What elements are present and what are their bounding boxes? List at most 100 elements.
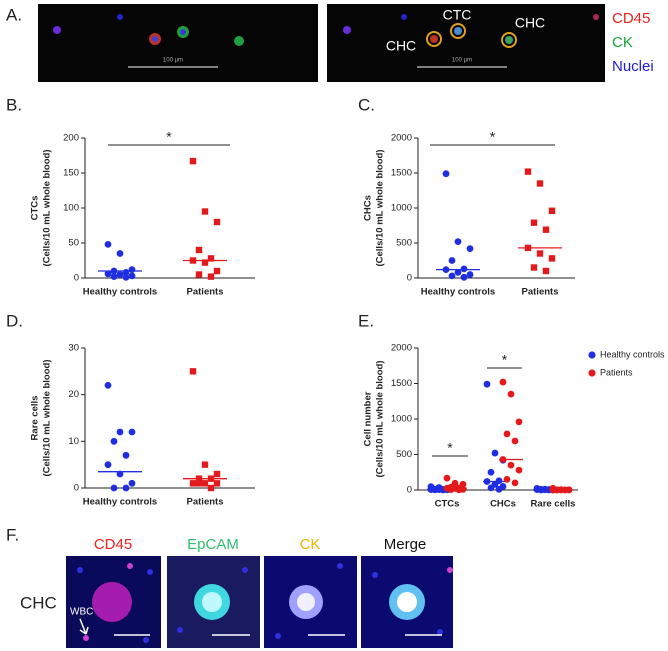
micrograph: [38, 4, 318, 82]
data-point: [507, 461, 515, 469]
data-point: [189, 368, 197, 375]
data-point: [536, 250, 544, 257]
data-point: [454, 269, 462, 276]
y-tick-label: 500: [396, 449, 412, 460]
scale-label: 100 µm: [163, 58, 183, 64]
data-point: [116, 428, 124, 436]
arrow: [79, 618, 89, 635]
y-tick-label: 1000: [391, 414, 412, 425]
data-point: [548, 207, 556, 214]
y-tick-label: 200: [63, 133, 79, 144]
panel-label: A.: [6, 5, 22, 24]
channel-label: CD45: [94, 536, 132, 553]
channel-label: CD45: [612, 10, 650, 27]
data-point: [466, 245, 474, 253]
y-axis-label: (Cells/10 mL whole blood): [375, 149, 386, 266]
data-point: [511, 479, 519, 487]
data-point: [542, 267, 550, 275]
data-point: [460, 265, 468, 273]
y-tick-label: 0: [407, 485, 412, 496]
data-point: [507, 390, 515, 398]
data-point: [503, 475, 511, 483]
data-point: [536, 180, 544, 187]
data-point: [503, 430, 511, 438]
y-axis-label: CHCs: [363, 195, 374, 221]
data-point: [207, 484, 215, 492]
micrograph: [327, 4, 605, 82]
data-point: [195, 246, 203, 254]
x-tick-label: Patients: [522, 287, 559, 298]
data-point: [491, 449, 499, 457]
channel-label: Nuclei: [612, 58, 654, 75]
micrographs: [66, 556, 453, 648]
data-point: [201, 208, 209, 215]
data-point: [524, 168, 532, 175]
data-point: [542, 226, 550, 233]
significance-label: *: [447, 440, 453, 456]
data-point: [548, 255, 556, 262]
x-tick-label: Rare cells: [531, 499, 576, 510]
legend-label: Healthy controls: [600, 349, 665, 359]
cell-label: CHC: [515, 15, 545, 31]
y-axis-label: (Cells/10 mL whole blood): [375, 360, 386, 477]
data-point: [128, 479, 136, 487]
data-point: [466, 271, 474, 278]
data-point: [104, 241, 112, 248]
y-tick-label: 1500: [391, 168, 412, 179]
y-axis-label: Cell number: [363, 391, 374, 446]
data-point: [530, 219, 538, 226]
data-point: [116, 271, 124, 278]
y-axis-label: Rare cells: [30, 396, 41, 441]
data-point: [448, 257, 456, 264]
x-tick-label: Patients: [187, 287, 224, 298]
cell-label: CHC: [386, 38, 416, 54]
data-point: [447, 486, 455, 494]
x-tick-label: CTCs: [435, 499, 460, 510]
data-point: [201, 480, 209, 487]
data-point: [448, 272, 456, 280]
legend-label: Patients: [600, 367, 633, 377]
data-point: [487, 484, 495, 492]
data-point: [483, 380, 491, 388]
significance-label: *: [502, 352, 508, 368]
data-point: [110, 437, 118, 445]
y-axis-label: (Cells/10 mL whole blood): [42, 359, 53, 476]
data-point: [530, 264, 538, 271]
data-point: [460, 273, 468, 281]
data-point: [515, 418, 523, 426]
data-point: [213, 267, 221, 275]
data-point: [442, 170, 450, 178]
data-point: [515, 466, 523, 474]
y-axis-label: (Cells/10 mL whole blood): [42, 149, 53, 266]
data-point: [104, 461, 112, 469]
data-point: [487, 468, 495, 476]
y-tick-label: 0: [74, 483, 79, 494]
data-point: [511, 437, 519, 445]
channel-label: CK: [300, 536, 321, 553]
channel-label: EpCAM: [187, 536, 239, 553]
y-tick-label: 30: [68, 343, 79, 354]
data-point: [213, 218, 221, 226]
data-point: [104, 270, 112, 278]
data-point: [122, 484, 130, 492]
data-point: [454, 238, 462, 246]
y-tick-label: 10: [68, 436, 79, 447]
y-tick-label: 50: [68, 238, 79, 249]
legend-marker: [588, 369, 596, 377]
channel-label: CK: [612, 34, 633, 51]
row-label: CHC: [20, 593, 57, 612]
y-tick-label: 1000: [391, 203, 412, 214]
data-point: [201, 461, 209, 468]
x-tick-label: Patients: [187, 497, 224, 508]
data-point: [110, 273, 118, 280]
panel-label: B.: [6, 95, 22, 114]
data-point: [104, 381, 112, 389]
significance-label: *: [166, 129, 172, 145]
data-point: [499, 378, 507, 386]
data-point: [116, 250, 124, 257]
data-point: [455, 486, 463, 494]
data-point: [122, 273, 130, 281]
legend-marker: [588, 351, 596, 359]
data-point: [443, 474, 451, 482]
y-tick-label: 20: [68, 389, 79, 400]
